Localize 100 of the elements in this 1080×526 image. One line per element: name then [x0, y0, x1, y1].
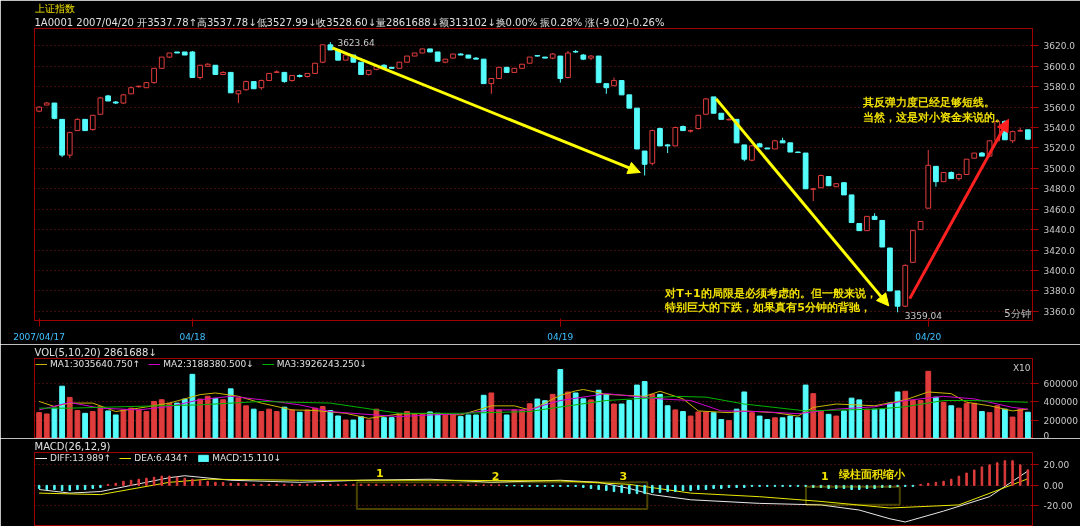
bar: [611, 403, 617, 438]
bar: [304, 409, 311, 438]
bar: [634, 384, 640, 438]
bar: [818, 410, 824, 438]
bar: [825, 413, 832, 438]
x-axis-title: 5分钟: [1004, 307, 1031, 319]
bar: [956, 407, 962, 438]
line-series: [38, 470, 1029, 523]
bar: [36, 412, 42, 438]
bar: [204, 395, 211, 438]
bar: [588, 399, 594, 438]
bar: [526, 403, 533, 438]
bar: [772, 417, 778, 438]
bar: [174, 402, 180, 438]
bar: [235, 397, 242, 438]
candlestick: [66, 131, 73, 159]
y-tick-label: 20.00: [1043, 460, 1070, 471]
y-tick-label: 3400.0: [1043, 265, 1076, 276]
bar: [120, 409, 127, 438]
bar: [810, 393, 817, 438]
bar: [910, 400, 916, 438]
bar: [151, 400, 157, 438]
bar: [795, 417, 801, 438]
bar: [434, 412, 441, 438]
y-tick-label: 3440.0: [1043, 225, 1076, 236]
bar: [672, 409, 679, 438]
candlestick: [726, 117, 732, 121]
bar: [105, 410, 111, 438]
bar: [128, 407, 134, 438]
candlestick: [227, 71, 234, 94]
bar: [258, 411, 265, 438]
candlestick: [557, 55, 564, 84]
y-tick-label: 0: [1043, 430, 1050, 441]
y-tick-label: 200000: [1043, 415, 1079, 426]
y-tick-label: 3600.0: [1043, 61, 1076, 72]
bar: [342, 419, 349, 438]
y-tick-label: 600000: [1043, 378, 1079, 389]
bar: [902, 390, 909, 438]
y-tick-label: 3500.0: [1043, 163, 1076, 174]
annotation: 其反弹力度已经足够短线。: [861, 95, 995, 109]
bar: [480, 394, 487, 438]
bar: [841, 410, 847, 438]
chart-title: VOL(5,10,20) 2861688↓: [34, 347, 157, 358]
x-tick-label: 2007/04/17: [13, 331, 66, 342]
x-tick-label: 04/20: [915, 331, 942, 342]
y-tick-label: -20.00: [1043, 501, 1073, 512]
bar: [220, 399, 226, 438]
bar: [296, 411, 303, 438]
chart-subtitle: 1A0001 2007/04/20 开3537.78↑高3537.78↓低3527.99↓收3528.60↓量2861688↓额313102↓换0.00% 振0.28% 涨(-9.02)-0.26%: [34, 17, 665, 28]
bar: [488, 392, 495, 438]
bar: [549, 393, 556, 438]
bar: [948, 405, 955, 438]
bar: [82, 412, 88, 438]
y-tick-label: 3520.0: [1043, 143, 1076, 154]
bar: [749, 412, 755, 438]
legend-label: MACD:15.110↓: [212, 453, 282, 463]
legend-label: DEA:6.434↑: [134, 453, 190, 463]
bar: [266, 408, 272, 438]
y-tick-label: 3540.0: [1043, 123, 1076, 134]
bar: [933, 396, 939, 438]
legend-label: MA3:3926243.250↓: [276, 359, 368, 369]
legend-label: MA2:3188380.500↓: [163, 359, 254, 369]
y-tick-label: 0.00: [1043, 480, 1064, 491]
bar: [59, 385, 65, 438]
y-tick-label: 3580.0: [1043, 82, 1076, 93]
bar: [388, 417, 395, 438]
y-tick-label: 3380.0: [1043, 286, 1076, 297]
bar: [404, 411, 410, 438]
bar: [940, 401, 947, 438]
bar: [894, 391, 901, 438]
bar: [450, 414, 456, 438]
bar: [534, 398, 541, 438]
candlestick: [641, 150, 648, 177]
bar: [641, 381, 648, 438]
bar: [51, 407, 58, 438]
bar: [327, 410, 334, 438]
candlestick: [933, 165, 939, 188]
bar: [358, 416, 364, 438]
annotation: 3623.64: [337, 37, 375, 48]
bar: [703, 411, 709, 438]
y-tick-label: 3560.0: [1043, 102, 1076, 113]
annotation: 特别巨大的下跌，如果真有5分钟的背驰，: [664, 300, 871, 314]
bar: [112, 414, 119, 438]
bar: [1025, 411, 1031, 438]
bar: [496, 409, 502, 438]
bar: [381, 417, 387, 438]
annotation: 3: [619, 469, 628, 483]
bar: [243, 405, 249, 438]
y-tick-label: 3620.0: [1043, 41, 1076, 52]
annotation: 对T+1的局限是必须考虑的。但一般来说，: [664, 287, 877, 301]
bar: [864, 408, 870, 438]
chart-title: MACD(26,12,9): [34, 441, 111, 452]
annotation: X10: [1012, 363, 1031, 374]
bar: [979, 411, 985, 438]
y-tick-label: 3480.0: [1043, 184, 1076, 195]
bar: [335, 415, 341, 438]
bar: [503, 414, 510, 438]
bar: [212, 397, 219, 438]
legend-label: MA1:3035640.750↑: [50, 359, 141, 369]
bar: [680, 411, 686, 438]
